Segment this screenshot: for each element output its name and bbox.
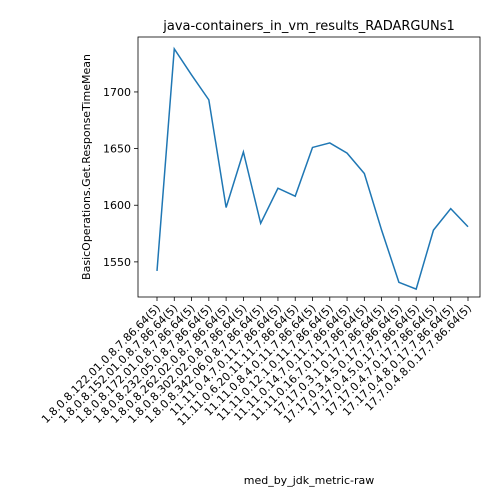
plot-frame: [137, 36, 481, 298]
chart-title: java-containers_in_vm_results_RADARGUNs1: [162, 19, 455, 34]
line-series: [156, 46, 469, 291]
y-tick-label: 1700: [103, 86, 131, 99]
x-axis-label: med_by_jdk_metric-raw: [244, 474, 375, 487]
y-tick-label: 1650: [103, 143, 131, 156]
y-axis-label: BasicOperations.Get.ResponseTimeMean: [80, 54, 93, 280]
y-tick-label: 1600: [103, 199, 131, 212]
y-tick-label: 1550: [103, 256, 131, 269]
